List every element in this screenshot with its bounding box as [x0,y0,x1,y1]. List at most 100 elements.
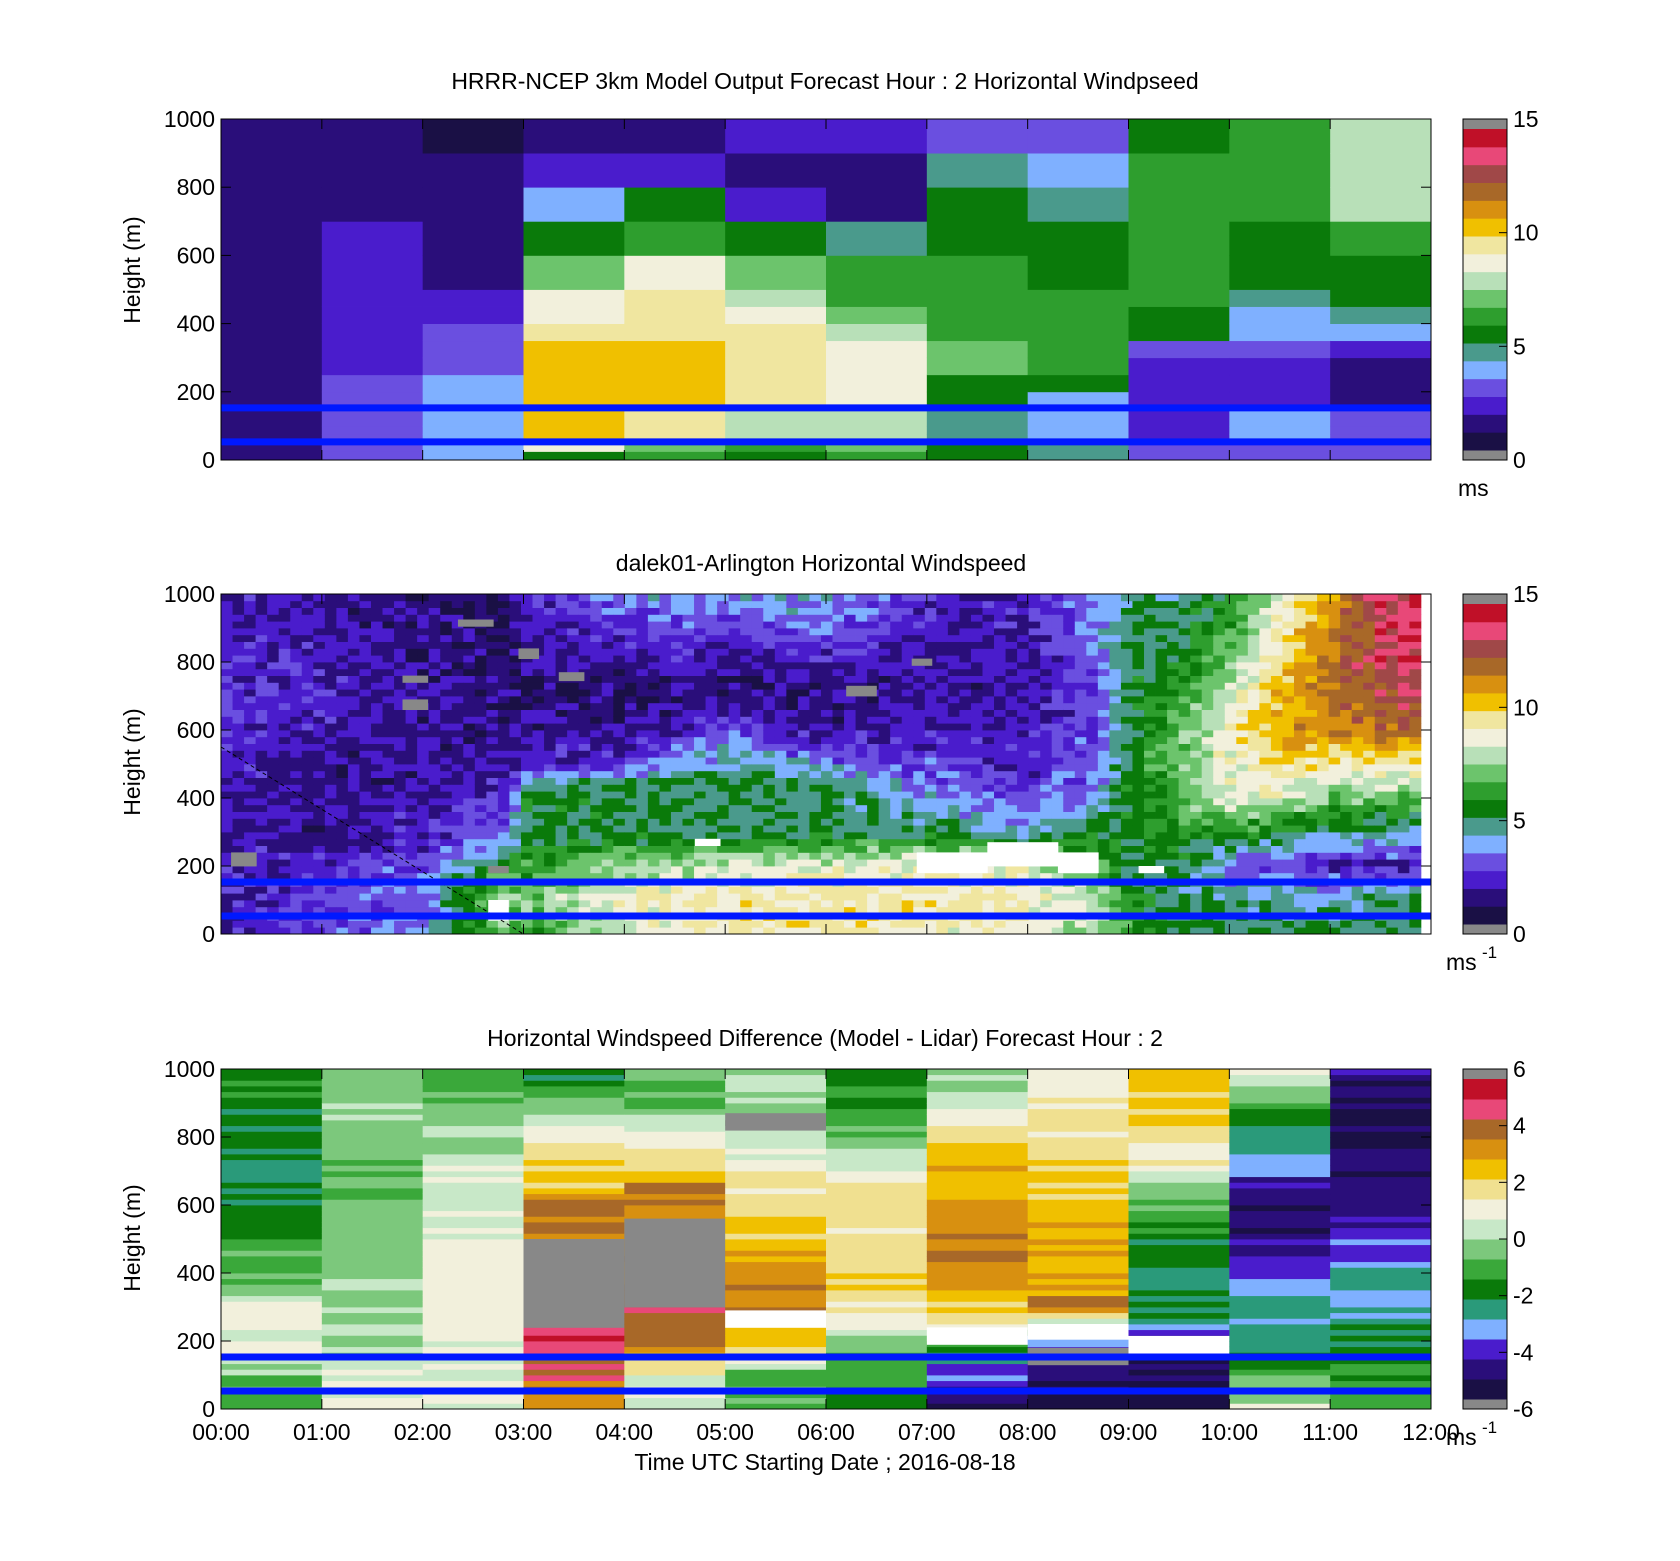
heatmap-cell-34 [422,451,524,461]
heatmap-cell-2168 [717,804,730,812]
heatmap-cell-2255 [740,893,753,901]
heatmap-cell-3789 [1086,662,1099,670]
heatmap-cell-3484 [1017,696,1030,704]
heatmap-cell-2784 [855,696,868,704]
heatmap-cell-666 [370,818,383,826]
heatmap-cell-1511 [567,852,580,860]
heatmap-cell-1293 [509,634,522,642]
heatmap-cell-343 [290,634,303,642]
heatmap-cell-575 [347,757,360,765]
heatmap-cell-3864 [1109,832,1122,840]
heatmap-cell-2525 [797,757,810,765]
heatmap-cell-2181 [717,716,730,724]
heatmap-cell-2088 [694,668,706,676]
heatmap-cell-1628 [590,736,603,744]
heatmap-cell-3151 [947,920,960,928]
heatmap-cell-611 [359,852,372,860]
heatmap-cell-517 [336,811,349,819]
heatmap-cell-667 [370,811,383,819]
heatmap-cell-2183 [717,702,730,710]
heatmap-cell-164 [255,832,268,840]
colorbar-segment-12 [1463,218,1507,237]
heatmap-cell-3099 [924,594,937,602]
heatmap-cell-3143 [936,634,949,642]
heatmap-cell-4614 [1282,832,1295,840]
heatmap-cell-2551 [809,920,822,928]
heatmap-cell-3242 [959,641,972,649]
heatmap-cell-4504 [1259,900,1272,908]
heatmap-cell-4089 [1155,662,1168,670]
heatmap-cell-3094 [924,628,937,636]
heatmap-cell-4598 [1270,600,1283,608]
heatmap-cell-1974 [670,764,683,772]
heatmap-cell-3765 [1086,825,1099,833]
heatmap-cell-3078 [924,736,937,744]
heatmap-cell-2911 [890,852,903,860]
heatmap-cell-1501 [567,920,580,928]
heatmap-cell-27 [221,743,233,751]
heatmap-cell-2783 [855,702,868,710]
heatmap-cell-1635 [590,689,603,697]
heatmap-cell-3012 [913,845,926,853]
heatmap-cell-4 [221,408,323,427]
heatmap-cell-2328 [751,736,764,744]
heatmap-cell-3923 [1120,770,1133,778]
heatmap-cell-326 [290,750,303,758]
heatmap-cell-4259 [1201,866,1214,874]
heatmap-cell-2330 [751,723,764,731]
heatmap-cell-558 [347,872,360,880]
heatmap-cell-2928 [890,736,903,744]
heatmap-cell-3792 [1086,641,1099,649]
heatmap-cell-1553 [578,906,591,914]
heatmap-cell-1440 [544,655,556,663]
heatmap-cell-944 [428,628,441,636]
heatmap-cell-2755 [855,893,868,901]
heatmap-cell-1542 [567,641,580,649]
heatmap-cell-4508 [1259,872,1272,880]
heatmap-cell-3353 [994,906,1006,914]
heatmap-cell-3829 [1097,730,1110,738]
heatmap-cell-4031 [1144,716,1156,724]
heatmap-cell-4146 [1167,614,1180,622]
heatmap-cell-2894 [878,628,891,636]
heatmap-cell-1350 [532,927,545,935]
heatmap-cell-2365 [763,825,776,833]
heatmap-cell-475 [324,757,337,765]
heatmap-cell-2832 [867,709,880,717]
heatmap-cell-4284 [1201,696,1214,704]
heatmap-cell-464 [324,832,337,840]
heatmap-cell-4223 [1190,770,1203,778]
model-panel: HRRR-NCEP 3km Model Output Forecast Hour… [119,68,1539,501]
heatmap-cell-2659 [832,866,845,874]
heatmap-cell-1071 [463,784,476,792]
heatmap-cell-80 [232,723,245,731]
heatmap-cell-145 [1027,323,1129,342]
heatmap-cell-3675 [1063,757,1076,765]
heatmap-cell-2075 [694,757,706,765]
heatmap-cell-94 [725,323,827,342]
heatmap-cell-3504 [1028,900,1041,908]
heatmap-cell-2417 [774,811,787,819]
heatmap-cell-4433 [1236,702,1249,710]
heatmap-cell-1474 [555,764,568,772]
heatmap-cell-294 [278,628,291,636]
heatmap-cell-750 [394,927,406,935]
heatmap-cell-665 [370,825,383,833]
heatmap-cell-4286 [1201,682,1214,690]
heatmap-cell-4169 [1178,798,1191,806]
heatmap-cell-1746 [613,614,626,622]
heatmap-cell-1624 [590,764,603,772]
heatmap-cell-4410 [1236,859,1249,867]
heatmap-cell-132 [244,709,257,717]
heatmap-cell-1282 [509,709,522,717]
heatmap-cell-3597 [1040,607,1053,615]
heatmap-cell-2576 [809,750,822,758]
heatmap-cell-560 [347,859,360,867]
heatmap-cell-4079 [1155,730,1168,738]
heatmap-cell-3853 [1109,906,1122,914]
heatmap-cell-4603 [1282,906,1295,914]
heatmap-cell-4255 [1201,893,1214,901]
heatmap-cell-2013 [682,838,695,846]
heatmap-cell-2699 [832,594,845,602]
heatmap-cell-2378 [763,736,776,744]
